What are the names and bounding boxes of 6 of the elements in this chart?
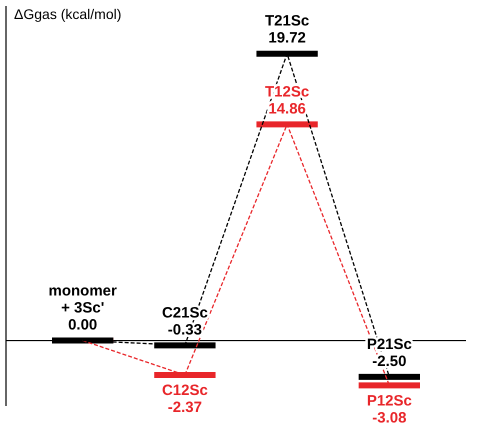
data-label: monomer + 3Sc' 0.00: [48, 282, 117, 334]
data-label: T21Sc 19.72: [265, 12, 310, 47]
data-label: C21Sc -0.33: [162, 304, 208, 338]
data-label: P12Sc -3.08: [366, 392, 412, 426]
data-label: C12Sc -2.37: [162, 382, 208, 416]
y-axis-title: ΔGgas (kcal/mol): [14, 6, 122, 22]
